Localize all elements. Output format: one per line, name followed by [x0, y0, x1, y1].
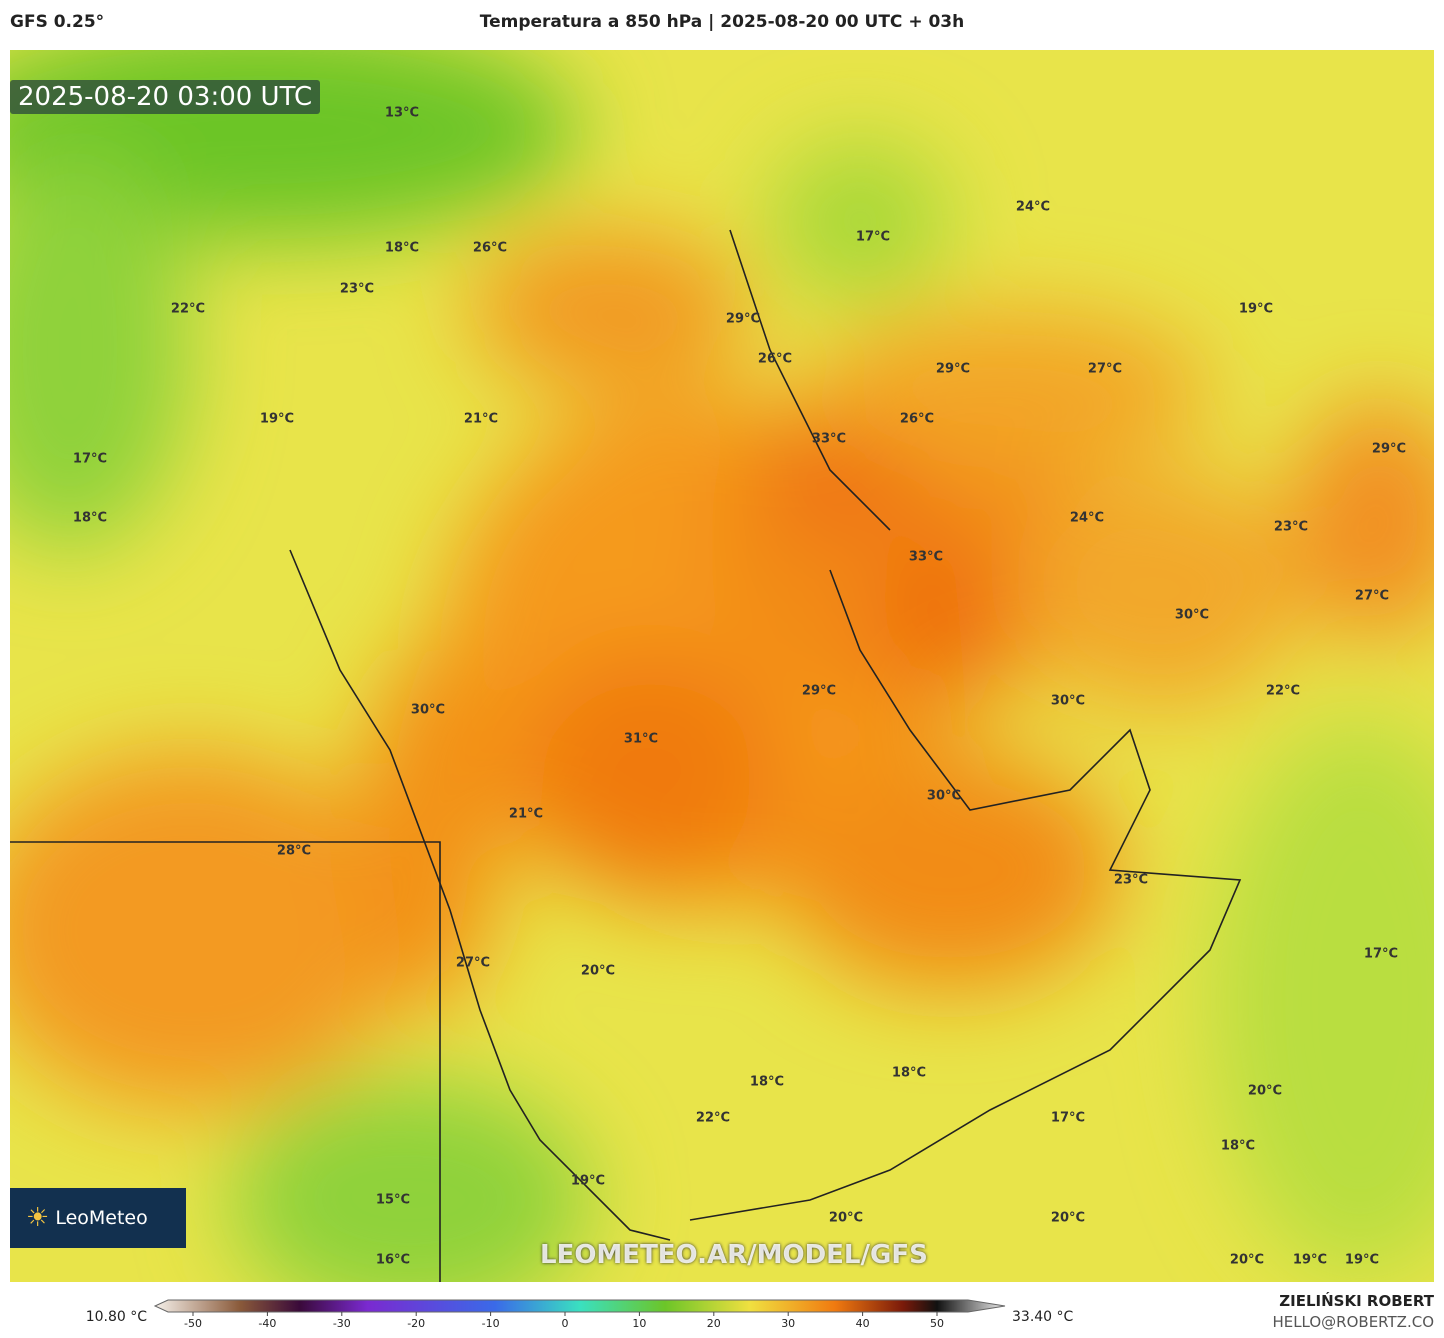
temperature-label: 22°C	[171, 302, 205, 317]
colorbar-ramp	[153, 1299, 1006, 1313]
tick-label: 50	[930, 1317, 944, 1330]
map-title: Temperatura a 850 hPa | 2025-08-20 00 UT…	[479, 12, 965, 32]
temperature-label: 30°C	[927, 789, 961, 804]
temperature-label: 28°C	[277, 844, 311, 859]
tick-label: 20	[707, 1317, 721, 1330]
temperature-label: 27°C	[1088, 362, 1122, 377]
temperature-label: 33°C	[909, 550, 943, 565]
temperature-label: 29°C	[802, 684, 836, 699]
temperature-label: 30°C	[1175, 608, 1209, 623]
temperature-label: 17°C	[1364, 947, 1398, 962]
timestamp: 2025-08-20 03:00 UTC	[10, 80, 321, 114]
tick-label: -10	[482, 1317, 500, 1330]
temperature-label: 30°C	[1051, 694, 1085, 709]
tick-label: 10	[632, 1317, 646, 1330]
temperature-label: 21°C	[509, 807, 543, 822]
temperature-label: 31°C	[624, 732, 658, 747]
temperature-label: 29°C	[726, 312, 760, 327]
tick-label: 0	[562, 1317, 569, 1330]
min-label: 10.80 °C	[86, 1309, 148, 1325]
temperature-label: 19°C	[1345, 1253, 1379, 1268]
logo-text: LeoMeteo	[55, 1207, 148, 1229]
temperature-label: 24°C	[1016, 200, 1050, 215]
temperature-label: 17°C	[856, 230, 890, 245]
temperature-label: 20°C	[1230, 1253, 1264, 1268]
temperature-map: 13°C 18°C 26°C 23°C 22°C 19°C 21°C 17°C 18°C 24°C…	[10, 50, 1434, 1282]
temperature-label: 18°C	[750, 1075, 784, 1090]
temperature-label: 22°C	[1266, 684, 1300, 699]
temperature-label: 26°C	[758, 352, 792, 367]
temperature-label: 26°C	[473, 241, 507, 256]
tick-label: -20	[407, 1317, 425, 1330]
temperature-label: 21°C	[464, 412, 498, 427]
temperature-label: 18°C	[1221, 1139, 1255, 1154]
temperature-label: 16°C	[376, 1253, 410, 1268]
temperature-label: 13°C	[385, 106, 419, 121]
temperature-label: 15°C	[376, 1193, 410, 1208]
model-name: GFS 0.25°	[10, 12, 105, 32]
temperature-label: 27°C	[456, 956, 490, 971]
temperature-label: 27°C	[1355, 589, 1389, 604]
watermark: LEOMETEO.AR/MODEL/GFS	[540, 1240, 928, 1270]
tick-label: 40	[856, 1317, 870, 1330]
temperature-label: 33°C	[812, 432, 846, 447]
tick-label: -50	[184, 1317, 202, 1330]
colorbar: 10.80 °C 33.40 °C -50 -40 -30 -20 -10 0 10 20 30…	[86, 1299, 1074, 1330]
temperature-label: 18°C	[385, 241, 419, 256]
temperature-label: 23°C	[1274, 520, 1308, 535]
temperature-label: 22°C	[696, 1111, 730, 1126]
temperature-label: 19°C	[260, 412, 294, 427]
temperature-label: 29°C	[936, 362, 970, 377]
logo: ☀ LeoMeteo	[10, 1188, 186, 1248]
temperature-label: 23°C	[340, 282, 374, 297]
author: ZIELIŃSKI ROBERT	[1279, 1292, 1434, 1310]
temperature-label: 20°C	[829, 1211, 863, 1226]
temperature-label: 17°C	[1051, 1111, 1085, 1126]
temperature-label: 23°C	[1114, 873, 1148, 888]
temperature-label: 17°C	[73, 452, 107, 467]
max-label: 33.40 °C	[1012, 1309, 1074, 1325]
tick-label: -40	[258, 1317, 276, 1330]
tick-label: 30	[781, 1317, 795, 1330]
tick-label: -30	[333, 1317, 351, 1330]
temperature-label: 19°C	[571, 1174, 605, 1189]
temperature-label: 26°C	[900, 412, 934, 427]
temperature-label: 20°C	[1051, 1211, 1085, 1226]
temperature-label: 20°C	[581, 964, 615, 979]
temperature-label: 29°C	[1372, 442, 1406, 457]
temperature-label: 20°C	[1248, 1084, 1282, 1099]
temperature-label: 19°C	[1239, 302, 1273, 317]
contact: HELLO@ROBERTZ.CO	[1272, 1313, 1434, 1331]
temperature-label: 19°C	[1293, 1253, 1327, 1268]
temperature-label: 18°C	[892, 1066, 926, 1081]
temperature-label: 30°C	[411, 703, 445, 718]
temperature-label: 18°C	[73, 511, 107, 526]
temperature-label: 24°C	[1070, 511, 1104, 526]
color-field	[10, 50, 1434, 1282]
